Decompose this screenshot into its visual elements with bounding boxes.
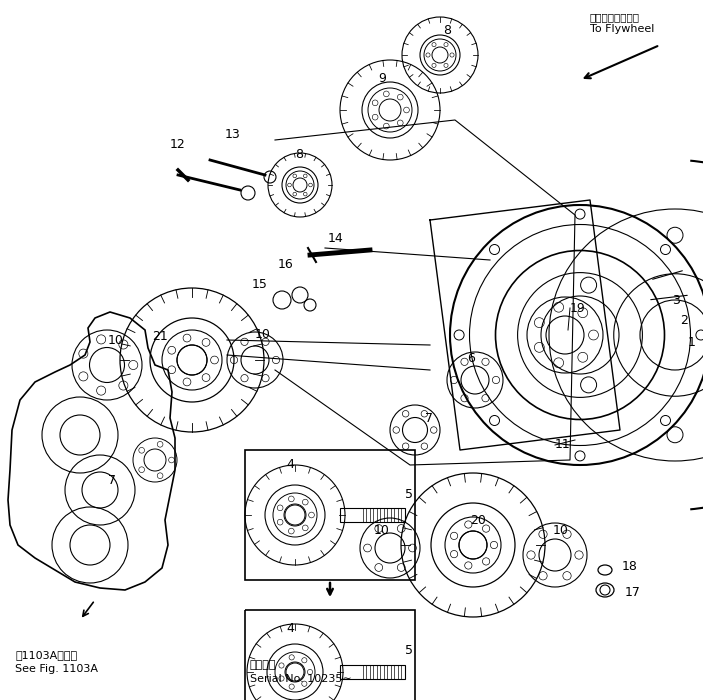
Text: 1: 1: [688, 335, 696, 349]
Text: 21: 21: [152, 330, 168, 342]
Text: 11: 11: [555, 438, 571, 452]
Text: 16: 16: [278, 258, 294, 272]
Text: 15: 15: [252, 279, 268, 291]
Text: 第1103A図参照: 第1103A図参照: [15, 650, 77, 660]
Text: Serial No. 10235∼: Serial No. 10235∼: [250, 674, 352, 684]
Text: 10: 10: [374, 524, 390, 536]
Text: 2: 2: [680, 314, 688, 326]
Text: See Fig. 1103A: See Fig. 1103A: [15, 664, 98, 674]
Text: 4: 4: [286, 458, 294, 472]
Text: 17: 17: [625, 585, 641, 598]
Text: 14: 14: [328, 232, 344, 244]
Text: 6: 6: [467, 351, 475, 365]
Text: フライホイールへ: フライホイールへ: [590, 12, 640, 22]
Text: 5: 5: [405, 643, 413, 657]
Text: 10: 10: [108, 333, 124, 346]
Text: 5: 5: [405, 489, 413, 501]
Text: 13: 13: [225, 129, 240, 141]
Text: 19: 19: [570, 302, 586, 314]
Text: 10: 10: [255, 328, 271, 340]
Text: To Flywheel: To Flywheel: [590, 24, 654, 34]
Text: 20: 20: [470, 514, 486, 526]
Text: 4: 4: [286, 622, 294, 634]
Text: 10: 10: [553, 524, 569, 536]
Text: 7: 7: [425, 412, 433, 424]
Text: 12: 12: [170, 139, 186, 151]
Text: 8: 8: [295, 148, 303, 162]
Text: 適用号機: 適用号機: [250, 660, 276, 670]
Text: 9: 9: [378, 71, 386, 85]
Text: 18: 18: [622, 559, 638, 573]
Text: 8: 8: [443, 24, 451, 36]
Text: 7: 7: [108, 473, 116, 486]
Text: 3: 3: [672, 293, 680, 307]
